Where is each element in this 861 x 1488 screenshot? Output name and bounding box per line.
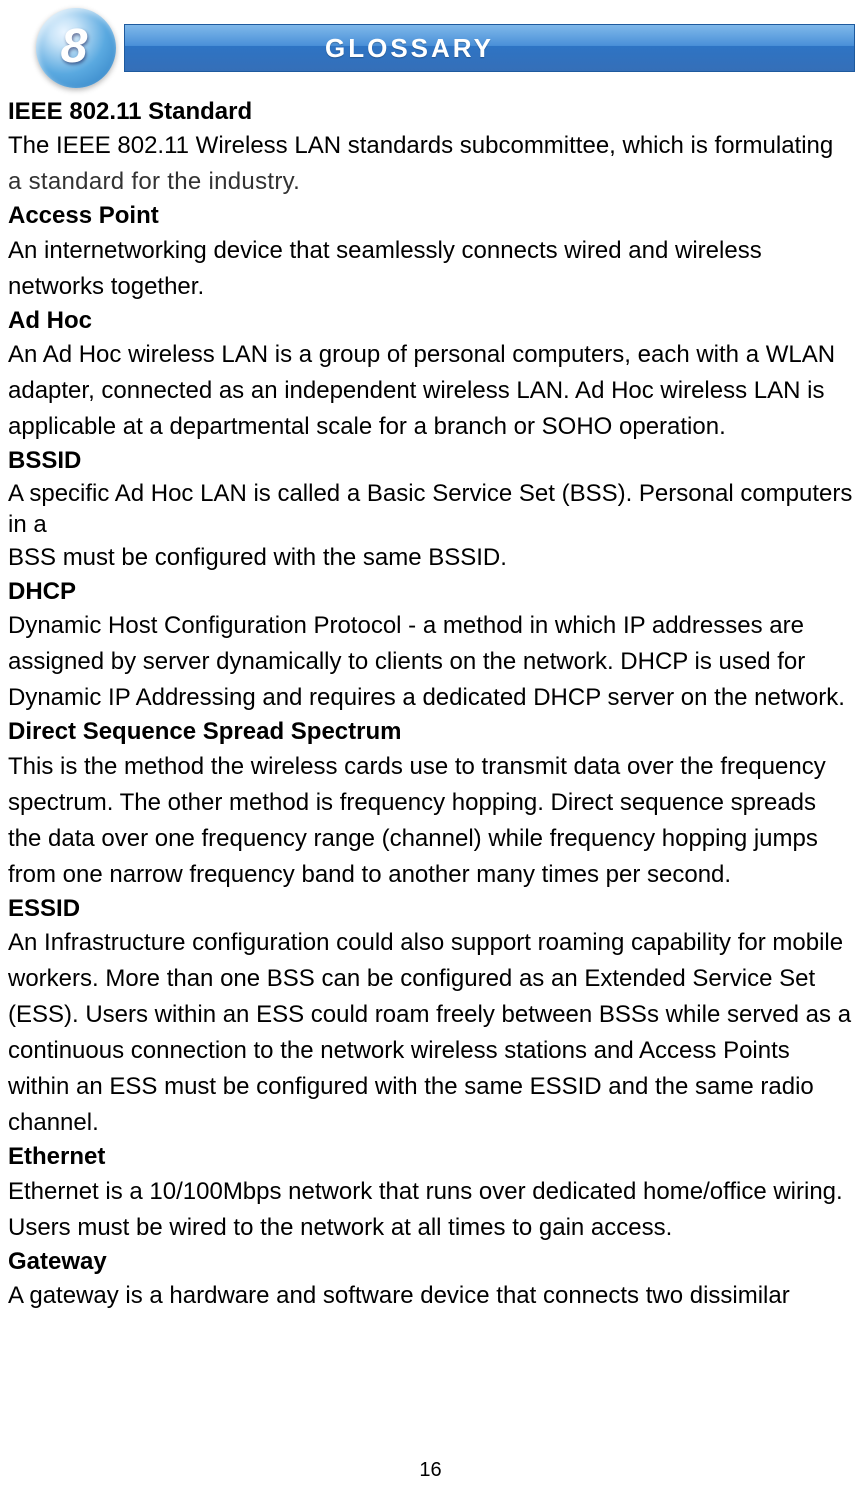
def-bssid-2: BSS must be configured with the same BSS… <box>8 540 853 576</box>
def-essid: An Infrastructure configuration could al… <box>8 925 853 1141</box>
def-ethernet: Ethernet is a 10/100Mbps network that ru… <box>8 1174 853 1246</box>
def-dsss: This is the method the wireless cards us… <box>8 749 853 893</box>
term-bssid: BSSID <box>8 445 853 477</box>
def-ad-hoc: An Ad Hoc wireless LAN is a group of per… <box>8 337 853 445</box>
term-dsss: Direct Sequence Spread Spectrum <box>8 716 853 748</box>
def-ieee-1: The IEEE 802.11 Wireless LAN standards s… <box>8 128 853 164</box>
def-gateway: A gateway is a hardware and software dev… <box>8 1278 853 1314</box>
term-ieee: IEEE 802.11 Standard <box>8 96 853 128</box>
banner-title: GLOSSARY <box>325 33 494 64</box>
term-essid: ESSID <box>8 893 853 925</box>
def-access-point: An internetworking device that seamlessl… <box>8 233 853 305</box>
term-ad-hoc: Ad Hoc <box>8 305 853 337</box>
chapter-badge: 8 <box>36 8 116 88</box>
def-bssid-1: A specific Ad Hoc LAN is called a Basic … <box>8 478 853 540</box>
page-number: 16 <box>0 1459 861 1482</box>
chapter-number: 8 <box>61 19 88 74</box>
term-access-point: Access Point <box>8 200 853 232</box>
banner-bar: GLOSSARY <box>124 24 855 72</box>
def-ieee-2: a standard for the industry. <box>8 164 853 200</box>
def-dhcp: Dynamic Host Configuration Protocol - a … <box>8 608 853 716</box>
term-ethernet: Ethernet <box>8 1141 853 1173</box>
glossary-header: 8 GLOSSARY <box>6 10 855 86</box>
glossary-content: IEEE 802.11 Standard The IEEE 802.11 Wir… <box>6 96 855 1314</box>
term-dhcp: DHCP <box>8 576 853 608</box>
term-gateway: Gateway <box>8 1246 853 1278</box>
